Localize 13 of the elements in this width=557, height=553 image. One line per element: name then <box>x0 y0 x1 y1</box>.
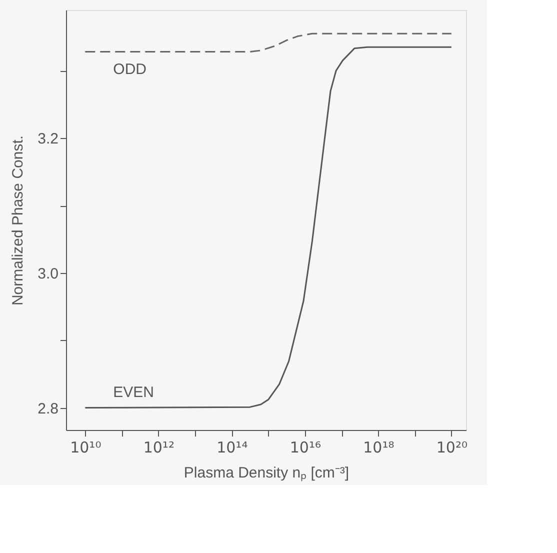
x-axis-title: Plasma Density nₚ [cm⁻³] <box>184 464 350 482</box>
series-label: EVEN <box>113 384 154 401</box>
y-tick-label: 3.2 <box>38 130 58 148</box>
y-tick-label: 3.0 <box>38 265 58 282</box>
x-tick-label: 10¹⁸ <box>363 438 394 456</box>
x-tick-label: 10²⁰ <box>436 438 468 456</box>
y-axis-title: Normalized Phase Const. <box>10 135 27 306</box>
x-tick-label: 10¹⁶ <box>290 438 321 456</box>
x-tick-label: 10¹⁴ <box>216 438 248 456</box>
x-tick-label: 10¹² <box>143 438 174 456</box>
x-tick-label: 10¹⁰ <box>70 438 102 456</box>
y-tick-label: 2.8 <box>38 400 58 418</box>
series-label: ODD <box>113 60 147 78</box>
